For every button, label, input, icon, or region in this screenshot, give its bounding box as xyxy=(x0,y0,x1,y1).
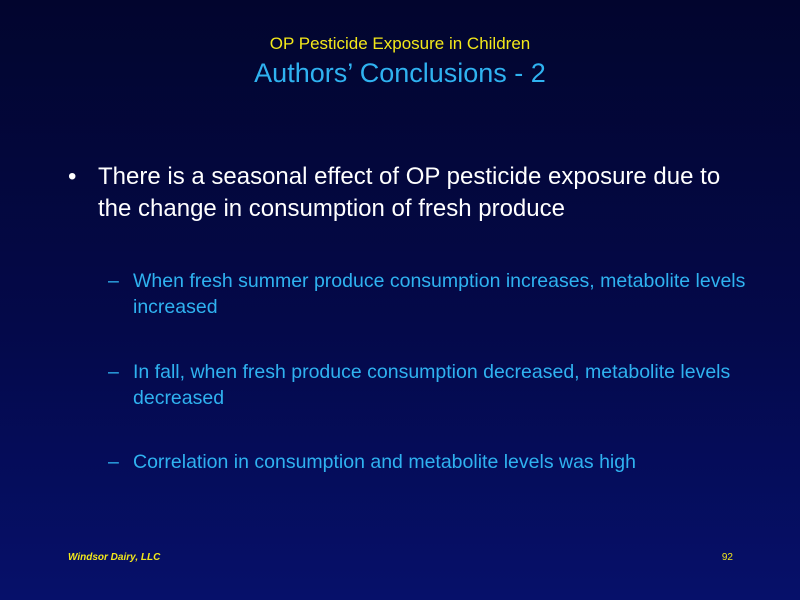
footer-company: Windsor Dairy, LLC xyxy=(68,552,161,563)
sub-bullet: – In fall, when fresh produce consumptio… xyxy=(108,359,748,411)
sub-bullet-text: In fall, when fresh produce consumption … xyxy=(133,361,731,409)
sub-bullet: – Correlation in consumption and metabol… xyxy=(108,449,748,475)
dash-glyph: – xyxy=(108,361,119,383)
dash-glyph: – xyxy=(108,270,119,292)
page-number: 92 xyxy=(721,552,733,563)
slide-title: Authors’ Conclusions - 2 xyxy=(254,58,546,88)
dash-glyph: – xyxy=(108,451,119,473)
slide-kicker: OP Pesticide Exposure in Children xyxy=(269,34,531,53)
bullet-glyph: • xyxy=(68,163,77,190)
main-bullet: • There is a seasonal effect of OP pesti… xyxy=(68,161,748,225)
sub-bullet-text: When fresh summer produce consumption in… xyxy=(133,270,746,318)
sub-bullet-text: Correlation in consumption and metabolit… xyxy=(133,451,636,473)
sub-bullet: – When fresh summer produce consumption … xyxy=(108,268,748,320)
main-bullet-text: There is a seasonal effect of OP pestici… xyxy=(98,163,721,222)
